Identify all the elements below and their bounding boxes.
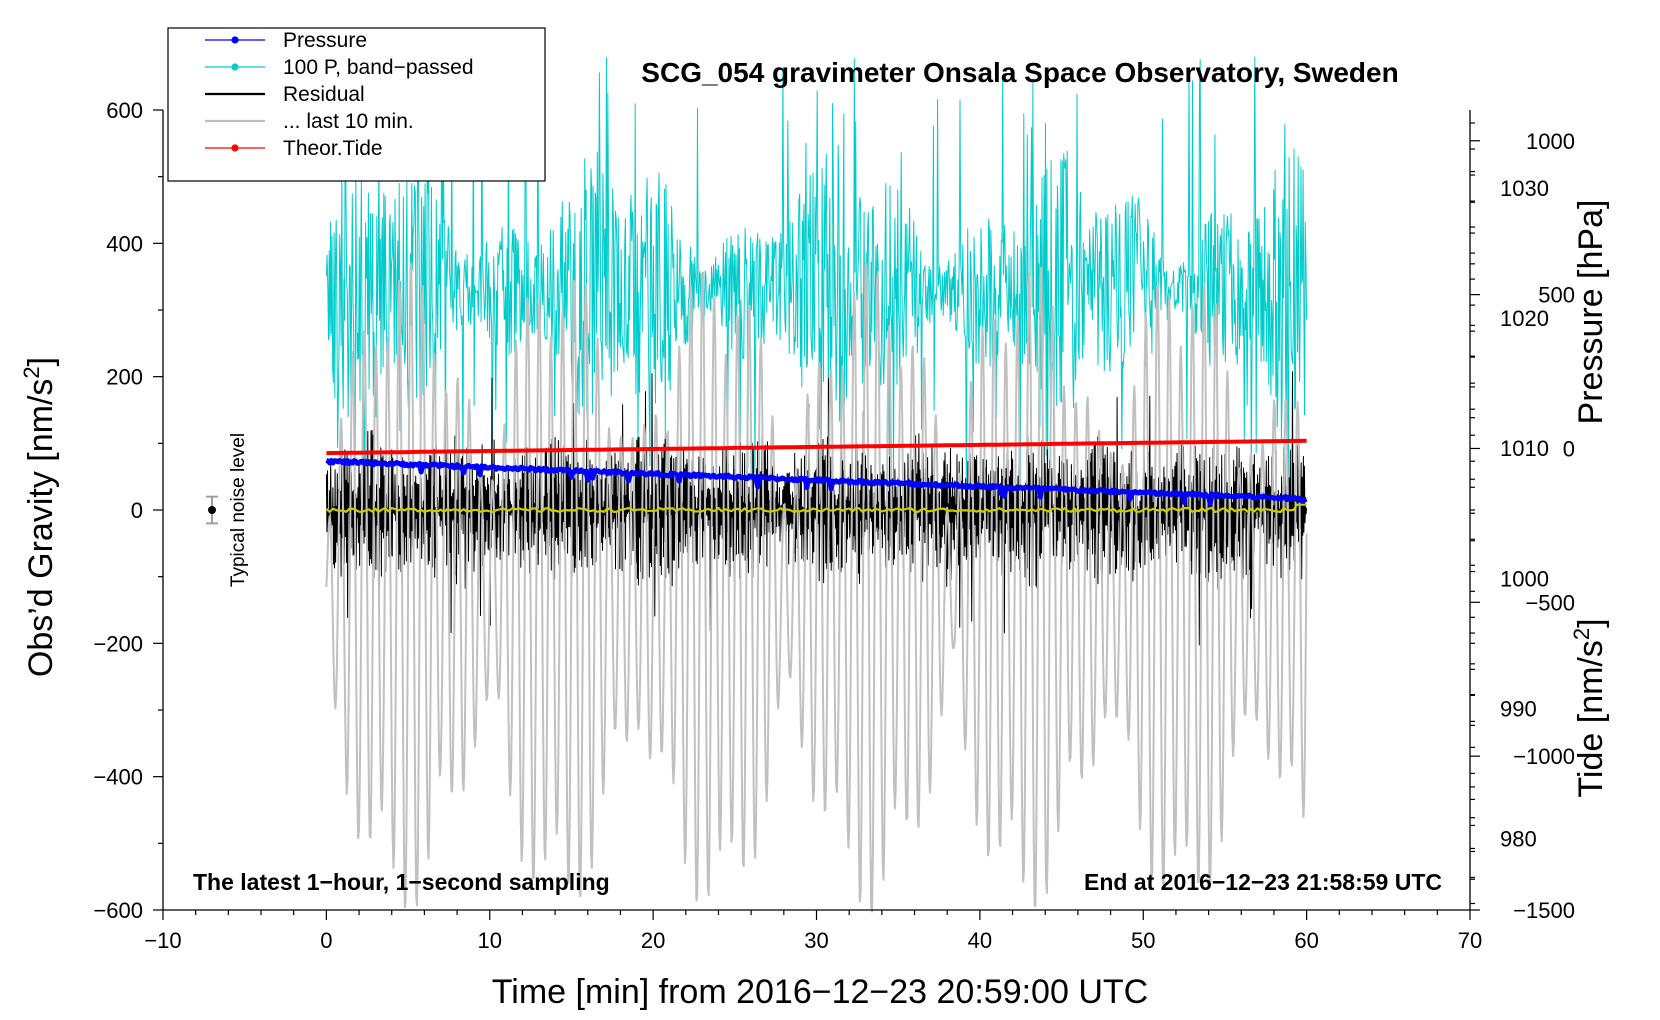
legend-box xyxy=(167,27,546,182)
tide-tick-label: −1500 xyxy=(1513,898,1575,923)
tide-tick-label: 500 xyxy=(1538,283,1575,308)
x-tick-label: 0 xyxy=(320,928,332,953)
legend-label-2: Residual xyxy=(283,83,365,106)
tide-axis-title-main: Tide [nm/s xyxy=(1572,640,1610,797)
x-tick-label: 10 xyxy=(478,928,502,953)
series-layer xyxy=(325,56,1308,913)
chart-title: SCG_054 gravimeter Onsala Space Observat… xyxy=(641,57,1398,88)
series-pressure-line xyxy=(325,458,1308,507)
pressure-tick-label: 980 xyxy=(1500,826,1537,851)
legend-label-1: 100 P, band−passed xyxy=(283,56,474,79)
series-smoothed-residual-line xyxy=(325,503,1307,514)
pressure-tick-label: 1000 xyxy=(1500,566,1549,591)
tide-axis-title: Tide [nm/s2] xyxy=(1569,618,1610,797)
y-tick-label: −600 xyxy=(93,898,143,923)
y-tick-label: −400 xyxy=(93,765,143,790)
y-axis-title-main: Obs’d Gravity [nm/s xyxy=(22,379,60,678)
legend-marker-1 xyxy=(231,63,239,71)
y-tick-label: 600 xyxy=(106,98,143,123)
series-last10min-line xyxy=(325,262,1308,913)
legend-label-0: Pressure xyxy=(283,29,367,52)
pressure-tick-label: 1020 xyxy=(1500,306,1549,331)
x-tick-label: 70 xyxy=(1458,928,1482,953)
x-tick-label: 60 xyxy=(1294,928,1318,953)
y-tick-label: −200 xyxy=(93,631,143,656)
x-tick-label: 30 xyxy=(804,928,828,953)
legend-marker-0 xyxy=(231,36,239,44)
legend-marker-4 xyxy=(231,144,239,152)
x-tick-label: −10 xyxy=(144,928,181,953)
legend: Pressure 100 P, band−passed Residual ... la… xyxy=(167,27,546,182)
tide-axis-title-end: ] xyxy=(1572,618,1610,627)
tide-tick-label: −1000 xyxy=(1513,744,1575,769)
y-tick-label: 0 xyxy=(131,498,143,523)
legend-label-4: Theor.Tide xyxy=(283,137,383,160)
noise-point xyxy=(208,506,217,514)
x-tick-label: 20 xyxy=(641,928,665,953)
tide-tick-label: −500 xyxy=(1525,590,1575,615)
tide-tick-label: 1000 xyxy=(1526,129,1575,154)
tide-axis-title-sup: 2 xyxy=(1569,628,1594,640)
y-tick-label: 200 xyxy=(106,365,143,390)
y-axis-title: Obs’d Gravity [nm/s2] xyxy=(19,357,60,677)
y-tick-label: 400 xyxy=(106,231,143,256)
bottom-right-annotation: End at 2016−12−23 21:58:59 UTC xyxy=(1084,869,1442,895)
x-tick-label: 50 xyxy=(1131,928,1155,953)
noise-level-marker xyxy=(206,495,219,525)
pressure-tick-label: 1030 xyxy=(1500,176,1549,201)
y-axis-title-end: ] xyxy=(22,357,60,366)
tide-tick-label: 0 xyxy=(1563,436,1575,461)
series-bandpassed-line xyxy=(325,56,1308,494)
series-theoretical-tide-line xyxy=(326,438,1307,456)
pressure-axis-title: Pressure [hPa] xyxy=(1572,200,1610,425)
x-axis-title: Time [min] from 2016−12−23 20:59:00 UTC xyxy=(492,973,1148,1011)
bottom-left-annotation: The latest 1−hour, 1−second sampling xyxy=(193,869,610,895)
x-tick-label: 40 xyxy=(968,928,992,953)
y-axis-title-sup: 2 xyxy=(19,366,44,378)
noise-level-label: Typical noise level xyxy=(228,433,249,587)
pressure-tick-label: 990 xyxy=(1500,696,1537,721)
legend-label-3: ... last 10 min. xyxy=(283,110,414,133)
pressure-tick-label: 1010 xyxy=(1500,436,1549,461)
axes-layer: −10 0 10 20 30 40 50 60 706004002000−200−400−600… xyxy=(93,98,1575,953)
